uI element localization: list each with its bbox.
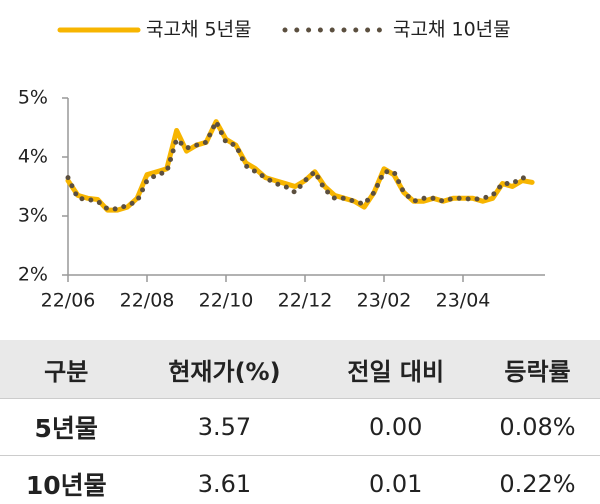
table-row: 구분 현재가(%) 전일 대비 등락률: [0, 340, 600, 399]
table-cell: 3.61: [132, 455, 317, 504]
table-cell: 0.22%: [474, 455, 600, 504]
table-cell: 0.08%: [474, 398, 600, 456]
y-tick-label: 5%: [18, 87, 48, 109]
x-tick-label: 22/06: [41, 290, 96, 312]
table-cell: 0.00: [316, 398, 475, 456]
y-tick-label: 3%: [18, 205, 48, 227]
table-cell: 5년물: [0, 398, 133, 456]
y-tick-label: 2%: [18, 264, 48, 286]
chart: 2% 3% 4% 5% 22/06 22/08 22/10 22/12 23/02 23/04 국고…: [18, 19, 545, 312]
x-tick-label: 23/04: [436, 290, 491, 312]
y-tick-label: 4%: [18, 146, 48, 168]
table-cell: 0.01: [316, 455, 475, 504]
table-row: 10년물 3.61 0.01 0.22%: [0, 455, 600, 504]
x-tick-label: 22/10: [199, 290, 254, 312]
table-row: 5년물 3.57 0.00 0.08%: [0, 398, 600, 456]
x-tick-label: 22/08: [120, 290, 175, 312]
legend-label: 국고채 5년물: [146, 19, 252, 41]
table-cell: 구분: [0, 340, 133, 399]
table-cell: 현재가(%): [132, 340, 317, 399]
x-tick-label: 22/12: [278, 290, 333, 312]
table-cell: 전일 대비: [316, 340, 475, 399]
table-cell: 3.57: [132, 398, 317, 456]
table: 구분 현재가(%) 전일 대비 등락률 5년물 3.57 0.00 0.08% 10년물 3.61…: [0, 340, 600, 504]
table-cell: 10년물: [0, 455, 133, 504]
x-tick-label: 23/02: [357, 290, 412, 312]
line-dotted: [65, 119, 535, 212]
table-cell: 등락률: [474, 340, 600, 399]
legend-label: 국고채 10년물: [393, 19, 511, 41]
line: [65, 119, 535, 213]
